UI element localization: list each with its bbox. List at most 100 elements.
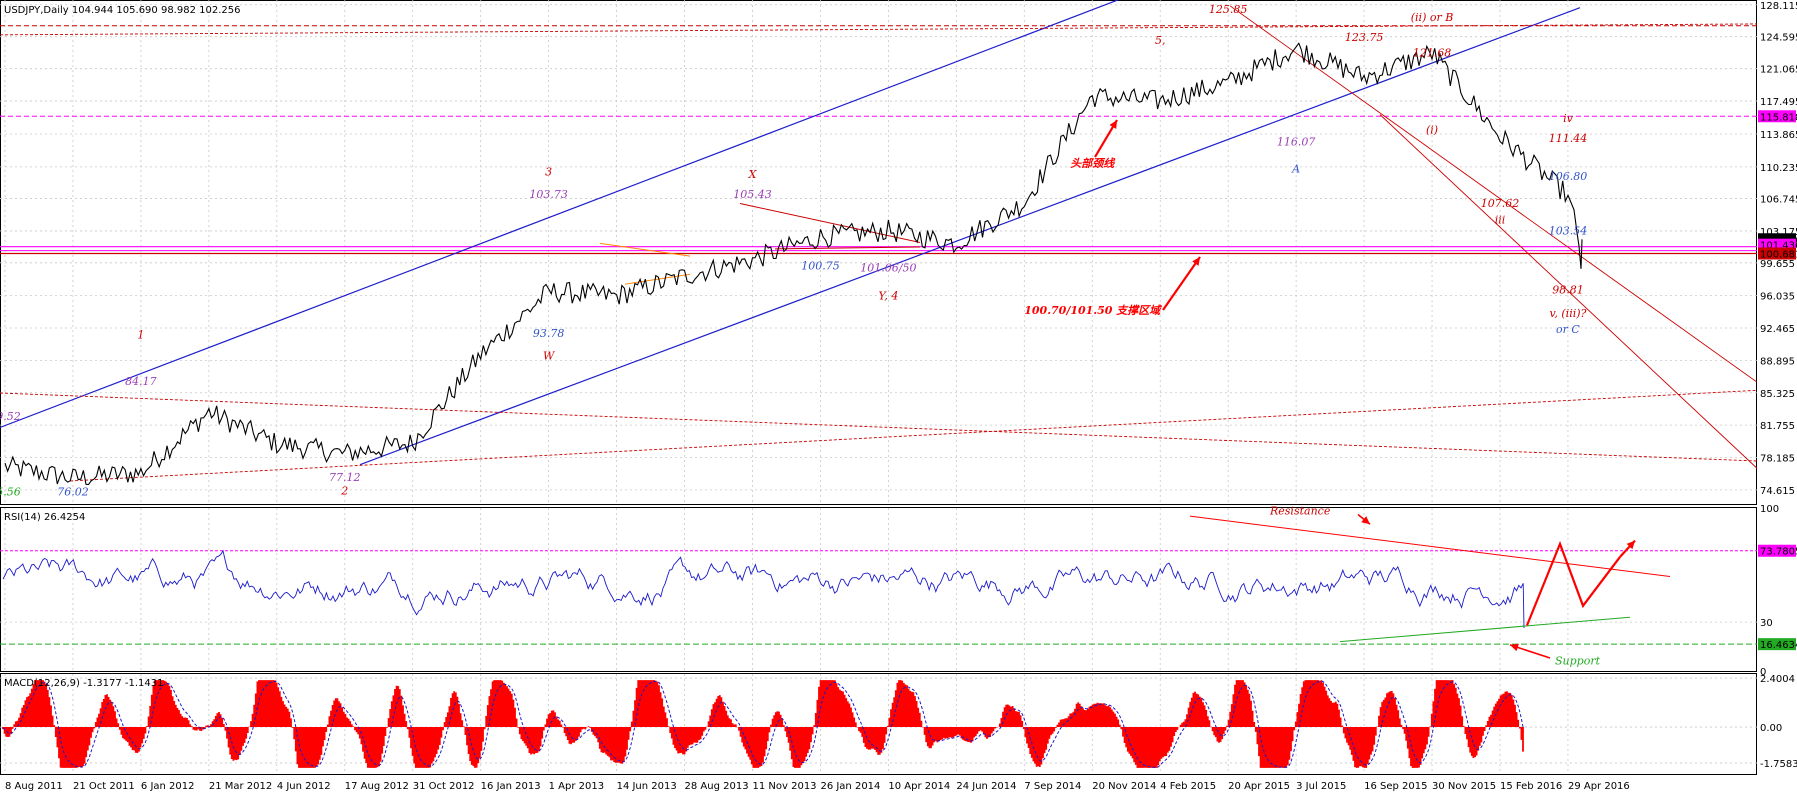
x-tick-label: 4 Jun 2012 [277,781,331,792]
y-tick-label: 96.035 [1760,292,1795,303]
arrow-head [1361,516,1370,525]
wave-label: (ii) or B [1411,11,1454,24]
x-tick-label: 17 Aug 2012 [345,781,409,792]
triangle-line [624,273,691,285]
rsi-forecast [1525,540,1621,626]
y-tick-label: 128.115 [1760,1,1797,12]
price-marker-label: 101.436 [1760,241,1797,252]
macd-signal [2,680,1524,769]
y-tick-label: 99.655 [1760,259,1795,270]
triangle-line [774,246,921,250]
wave-label: 77.12 [329,471,361,484]
x-tick-label: 7 Sep 2014 [1024,781,1081,792]
y-tick-label: 106.745 [1760,195,1797,206]
y-tick-label: 117.495 [1760,97,1797,108]
macd-panel[interactable] [0,673,1757,775]
y-tick-label: 78.185 [1760,454,1795,465]
wave-label: 93.78 [533,327,565,340]
wave-label: or C [1556,323,1580,336]
x-tick-label: 29 Apr 2016 [1568,781,1630,792]
rsi-support-line [1339,616,1631,643]
x-tick-label: 30 Nov 2015 [1432,781,1496,792]
wave-label: 100.75 [801,260,840,273]
rsi-support-label: Support [1555,654,1601,667]
wave-label: 125.85 [1209,3,1248,16]
arrow-head [1626,540,1635,550]
wave-label: Y, 4 [878,290,898,303]
arrow-head [1510,643,1519,652]
wave-label: iii [1495,213,1506,226]
y-tick-label: 88.895 [1760,356,1795,367]
down-channel [1229,5,1757,383]
x-tick-label: 20 Nov 2014 [1092,781,1156,792]
rsi-line [2,549,1525,629]
rsi-tick-label: 100 [1760,504,1779,515]
x-tick-label: 16 Jan 2013 [481,781,541,792]
macd-tick-label: 2.4004 [1760,674,1795,685]
wave-label: 103.54 [1549,224,1588,237]
price-marker-label: 115.818 [1760,112,1797,123]
wave-label: 3 [545,165,552,178]
x-tick-label: 15 Feb 2016 [1500,781,1562,792]
wave-label: 111.44 [1549,132,1588,145]
wave-label: v, (iii)? [1549,307,1586,320]
wave-label: 98.81 [1552,283,1584,296]
x-tick-label: 28 Aug 2013 [685,781,749,792]
x-tick-label: 26 Jan 2014 [820,781,880,792]
y-tick-label: 74.615 [1760,486,1795,497]
arrow [1162,256,1201,311]
triangle-line [599,242,691,257]
wave-label: 76.02 [57,485,89,498]
x-tick-label: 1 Apr 2013 [549,781,604,792]
y-tick-label: 124.595 [1760,33,1797,44]
y-tick-label: 121.065 [1760,65,1797,76]
x-tick-label: 21 Mar 2012 [209,781,272,792]
wave-label: 106.80 [1549,170,1588,183]
price-marker [1758,110,1796,123]
wave-label: W [543,349,556,362]
x-tick-label: 6 Jan 2012 [141,781,195,792]
price-line [4,42,1583,485]
x-tick-label: 24 Jun 2014 [956,781,1016,792]
wave-label: 100.70/101.50 支撑区域 [1024,304,1162,317]
wave-label: 116.07 [1277,135,1316,148]
y-tick-label: 103.175 [1760,227,1797,238]
wave-label: A [1291,163,1300,176]
y-tick-label: 92.465 [1760,324,1795,335]
x-tick-label: 3 Jul 2015 [1296,781,1346,792]
down-channel [1379,114,1757,469]
rsi-panel[interactable] [0,507,1757,672]
rsi-header: RSI(14) 26.4254 [4,512,85,523]
wave-label: 121.68 [1413,47,1452,60]
x-tick-label: 10 Apr 2014 [888,781,950,792]
top-dotted [0,23,1757,36]
rsi-marker [1758,638,1796,651]
support-dotted [69,389,1757,482]
x-tick-label: 14 Jun 2013 [617,781,677,792]
y-tick-label: 113.865 [1760,130,1797,141]
price-panel[interactable] [0,0,1757,505]
triangle-line [739,202,921,243]
macd-header: MACD(12,26,9) -1.3177 -1.1431 [4,678,164,689]
wave-label: 123.75 [1345,31,1384,44]
x-tick-label: 21 Oct 2011 [73,781,135,792]
wave-label: (i) [1426,124,1438,137]
wave-label: 101.06/50 [860,261,916,274]
x-tick-label: 20 Apr 2015 [1228,781,1290,792]
price-marker [1758,247,1796,260]
wave-label: 1 [137,329,144,342]
wave-label: 头部颈线 [1070,157,1116,170]
channel-upper [0,0,1120,429]
arrow-head [1192,257,1200,266]
arrow-head [1109,120,1117,129]
wave-label: X [748,168,758,181]
wave-label: 107.62 [1481,197,1520,210]
x-tick-label: 4 Feb 2015 [1160,781,1216,792]
wave-label: 2 [340,485,348,498]
rsi-resistance-label: Resistance [1269,505,1331,518]
macd-tick-label: 0.00 [1760,723,1782,734]
y-tick-label: 81.755 [1760,421,1795,432]
macd-tick-label: -1.7583 [1760,759,1797,770]
wave-label: 5, [1155,34,1166,47]
